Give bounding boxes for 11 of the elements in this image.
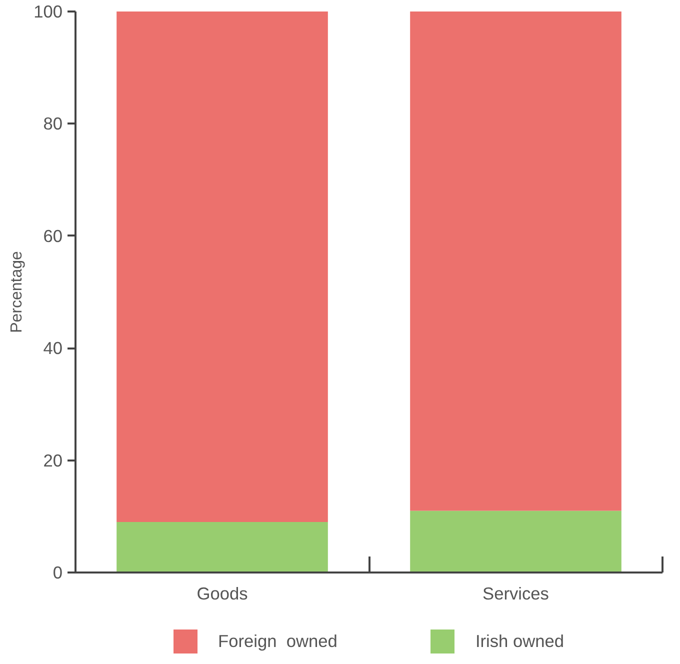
y-tick-label: 100 xyxy=(34,2,63,22)
y-tick-label: 40 xyxy=(43,338,63,358)
y-axis-title: Percentage xyxy=(8,250,26,333)
y-tick-label: 80 xyxy=(43,114,63,134)
y-tick-label: 60 xyxy=(43,226,63,246)
x-tick-label: Goods xyxy=(196,584,248,604)
y-tick-label: 20 xyxy=(43,450,63,470)
x-tick-label: Services xyxy=(482,584,550,604)
y-tick-label: 0 xyxy=(52,562,63,582)
legend-label: Foreign owned xyxy=(218,630,338,652)
legend-label: Irish owned xyxy=(475,630,564,652)
